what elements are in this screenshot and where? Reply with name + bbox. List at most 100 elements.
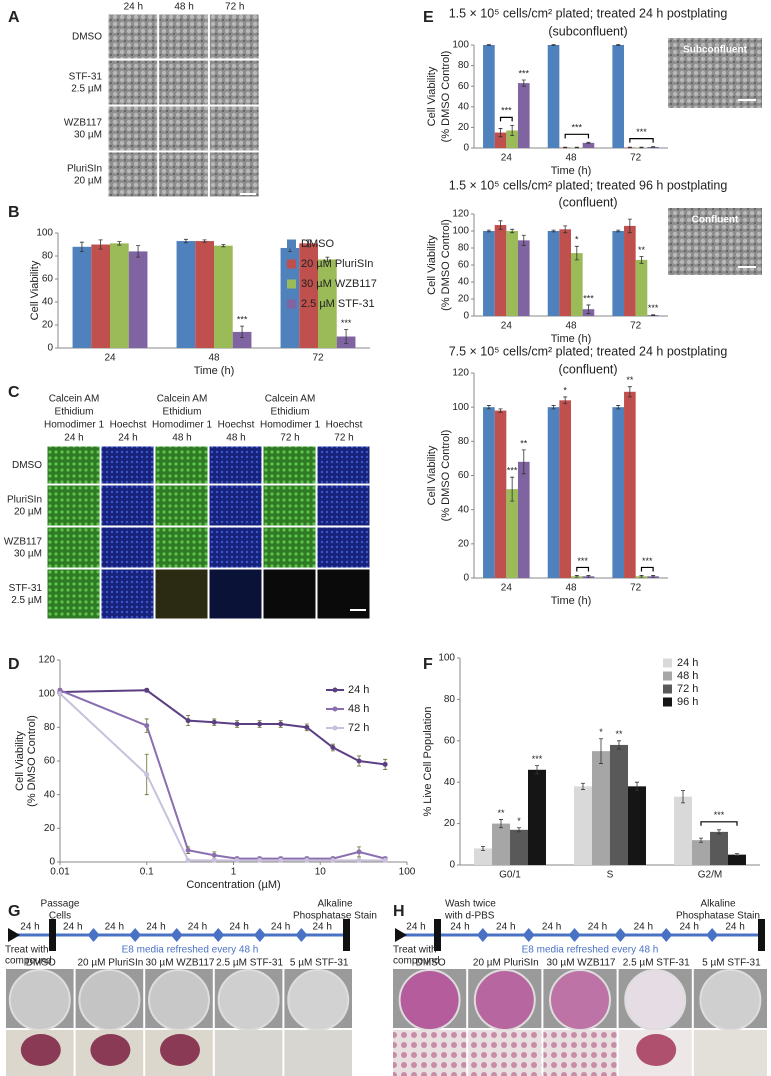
y-tick-label: 100	[36, 228, 53, 239]
interval-label: 24 h	[63, 922, 82, 933]
x-tick-label: 10	[315, 867, 327, 878]
panel-label: G	[8, 903, 20, 920]
y-tick-label: 60	[444, 735, 456, 746]
column-label: 24 h	[118, 433, 137, 444]
error-bar	[521, 234, 526, 246]
x-tick-label: 72	[630, 583, 642, 594]
bar	[506, 130, 518, 148]
fluorescence-image	[154, 484, 209, 527]
significance-label: *	[599, 727, 603, 737]
marker	[304, 857, 310, 863]
significance-label: ***	[572, 123, 583, 133]
bar	[728, 854, 746, 865]
y-tick-label: 40	[458, 101, 470, 112]
significance-bracket	[629, 138, 654, 143]
significance-label: ***	[642, 556, 653, 566]
diamond	[212, 928, 225, 942]
row-label: 20 µM	[14, 507, 42, 518]
row-label: DMSO	[12, 460, 42, 471]
y-tick-label: 80	[458, 436, 470, 447]
error-bar	[617, 740, 621, 750]
y-axis-label: (% DMSO Control)	[440, 51, 452, 143]
column-label: 72 h	[280, 433, 299, 444]
inset-label: Subconfluent	[683, 45, 748, 56]
chart-title: (confluent)	[558, 195, 617, 209]
fluorescence-image	[100, 484, 155, 527]
error-bar	[98, 239, 103, 250]
bar	[110, 243, 129, 348]
legend-label: 2.5 µM STF-31	[301, 298, 375, 310]
error-bar	[586, 575, 591, 578]
marker	[144, 687, 150, 693]
bar	[592, 751, 610, 865]
significance-label: ***	[532, 754, 543, 764]
micrograph	[158, 59, 209, 106]
error-bar	[202, 239, 207, 243]
fluorescence-image	[46, 484, 101, 527]
well	[8, 969, 71, 1031]
fluorescence-image	[316, 484, 371, 527]
significance-bracket	[640, 566, 654, 572]
diamond	[614, 928, 627, 942]
chart-title: (subconfluent)	[548, 24, 627, 38]
y-tick-label: 100	[38, 688, 55, 699]
x-tick-label: 72	[630, 153, 642, 164]
colony	[636, 1034, 677, 1066]
bar	[318, 259, 337, 348]
error-bar	[563, 396, 568, 405]
timeline-note: E8 media refreshed every 48 h	[122, 945, 259, 956]
x-tick-label: G0/1	[499, 870, 521, 881]
row-label: PluriSIn	[7, 495, 42, 506]
marker	[356, 849, 362, 855]
y-tick-label: 80	[458, 243, 470, 254]
bar	[692, 840, 710, 865]
legend-swatch	[287, 279, 296, 289]
significance-bracket	[499, 116, 513, 122]
column-label: Homodimer 1	[152, 420, 212, 431]
error-bar	[639, 256, 644, 264]
bar	[612, 407, 625, 578]
bar	[299, 243, 318, 348]
bar	[474, 848, 492, 865]
row-label: 30 µM	[14, 549, 42, 560]
legend-swatch	[287, 299, 296, 309]
legend-label: 72 h	[677, 683, 698, 695]
bar	[517, 461, 530, 578]
y-tick-label: 100	[438, 653, 455, 664]
x-tick-label: 48	[565, 153, 577, 164]
bar	[214, 245, 233, 348]
bar	[574, 786, 592, 865]
milestone-label: with d-PBS	[444, 911, 495, 922]
micrograph	[693, 1030, 767, 1076]
x-axis-label: Time (h)	[551, 165, 592, 177]
error-bar	[616, 405, 621, 410]
marker	[278, 857, 284, 863]
error-bar	[563, 225, 568, 234]
row-label: 30 µM	[74, 130, 102, 141]
significance-label: **	[638, 245, 646, 255]
error-bar	[183, 238, 188, 244]
panel-label: F	[423, 656, 433, 673]
error-bar	[651, 314, 656, 316]
significance-label: ***	[501, 106, 512, 116]
bar	[506, 231, 518, 316]
significance-label: ***	[648, 303, 659, 313]
micrograph	[107, 59, 159, 106]
start-label: compound	[393, 956, 440, 967]
marker	[356, 857, 362, 863]
bar	[710, 831, 728, 865]
micrograph	[208, 59, 260, 106]
y-tick-label: 20	[458, 538, 470, 549]
significance-label: ***	[577, 556, 588, 566]
y-axis-label: Cell Viability	[29, 260, 41, 320]
significance-label: ***	[341, 318, 352, 328]
column-label: 48 h	[172, 433, 191, 444]
legend-label: 24 h	[348, 684, 369, 696]
chart-title: 1.5 × 10⁵ cells/cm² plated; treated 24 h…	[449, 6, 728, 20]
y-axis-label: (% DMSO Control)	[440, 430, 452, 522]
x-tick-label: 24	[104, 353, 116, 364]
error-bar	[517, 827, 521, 833]
marker	[257, 721, 263, 727]
y-axis-label: % Live Cell Population	[422, 706, 434, 816]
